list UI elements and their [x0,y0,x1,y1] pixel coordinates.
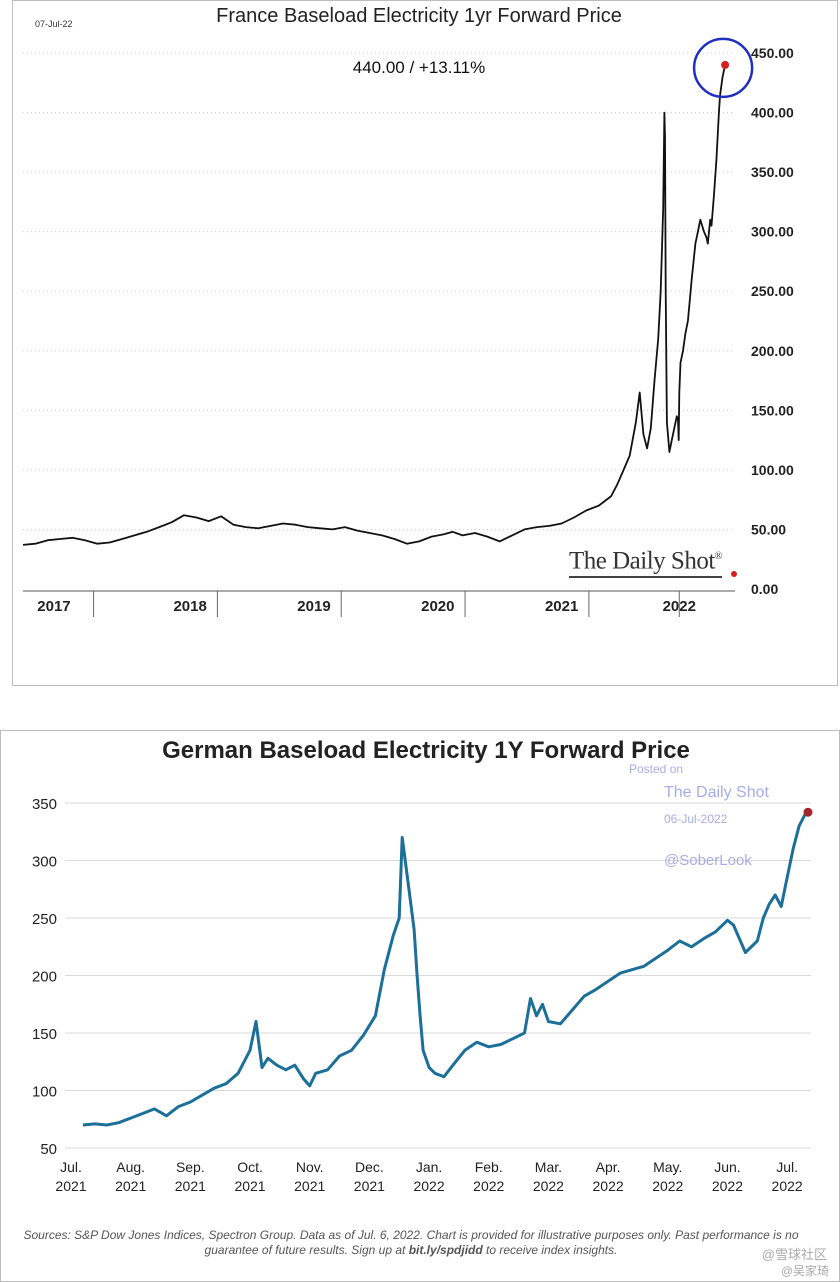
y-tick-label: 350.00 [751,164,794,180]
x-tick-month: Jul. [776,1159,798,1175]
sources-link[interactable]: bit.ly/spdjidd [408,1243,483,1257]
brand-registered-mark: ® [714,551,723,562]
last-value-dot [721,60,730,69]
brand-red-dot [731,571,737,577]
x-tick-year: 2022 [473,1178,504,1194]
x-tick-year: 2021 [55,1178,86,1194]
y-tick-label: 0.00 [751,581,778,597]
sources-note: Sources: S&P Dow Jones Indices, Spectron… [21,1228,801,1258]
y-tick-label: 300.00 [751,224,794,240]
x-tick-month: Feb. [475,1159,503,1175]
x-tick-year: 2021 [294,1178,325,1194]
watermark-handle: @SoberLook [664,852,752,869]
last-value-dot [803,807,813,817]
x-tick-year: 2021 [234,1178,265,1194]
x-tick-year: 2022 [593,1178,624,1194]
x-tick-month: Aug. [116,1159,145,1175]
x-year-label: 2022 [663,598,696,615]
y-tick-label: 200.00 [751,343,794,359]
x-tick-month: May. [653,1159,682,1175]
german-price-line [82,811,809,1127]
france-chart-panel: 0.00 50.00 100.00 150.00 200.00 250.00 300.00 3… [12,0,838,686]
watermark-date: 06-Jul-2022 [664,812,728,826]
chart-title: German Baseload Electricity 1Y Forward P… [162,737,690,764]
corner-watermark-user: @吴家琦 [780,1264,829,1278]
y-tick-label: 100.00 [751,462,794,478]
x-tick-month: Apr. [596,1159,621,1175]
corner-watermark: @雪球社区 [761,1247,827,1262]
x-tick-month: Nov. [296,1159,324,1175]
x-tick-year: 2021 [354,1178,385,1194]
y-tick-label: 200 [32,969,57,986]
sources-tail: to receive index insights. [486,1243,618,1257]
german-chart-svg: 50 100 150 200 250 300 350 Jul. 2021 Aug. 2021 Sep.… [32,796,813,1194]
x-tick-year: 2022 [413,1178,444,1194]
y-tick-label: 300 [32,854,57,871]
german-chart-panel: 50 100 150 200 250 300 350 Jul. 2021 Aug. 2021 Sep.… [0,730,840,1282]
x-tick-month: Dec. [355,1159,384,1175]
y-tick-label: 250.00 [751,283,794,299]
y-tick-label: 450.00 [751,45,794,61]
x-tick-month: Mar. [535,1159,562,1175]
x-year-label: 2018 [173,598,206,615]
x-tick-month: Oct. [237,1159,263,1175]
price-readout: 440.00 / +13.11% [352,58,486,77]
y-tick-label: 350 [32,796,57,813]
x-year-label: 2017 [37,598,70,615]
x-tick-month: Jan. [416,1159,442,1175]
highlight-circle [692,37,754,99]
x-tick-year: 2022 [772,1178,803,1194]
x-tick-year: 2022 [533,1178,564,1194]
chart-date-label: 07-Jul-22 [35,19,73,29]
chart-title: France Baseload Electricity 1yr Forward … [216,5,622,27]
france-price-line [22,64,726,546]
watermark-daily-shot: The Daily Shot [664,784,769,801]
x-tick-month: Jul. [60,1159,82,1175]
y-tick-label: 400.00 [751,105,794,121]
y-tick-label: 150.00 [751,402,794,418]
sources-text: Sources: S&P Dow Jones Indices, Spectron… [23,1228,799,1257]
x-year-label: 2021 [545,598,578,615]
x-tick-month: Jun. [714,1159,740,1175]
y-tick-label: 50.00 [751,521,786,537]
y-tick-label: 250 [32,911,57,928]
y-tick-label: 150 [32,1026,57,1043]
x-tick-month: Sep. [176,1159,205,1175]
y-tick-label: 50 [40,1141,57,1158]
x-year-label: 2020 [421,598,454,615]
y-tick-label: 100 [32,1084,57,1101]
x-tick-year: 2021 [115,1178,146,1194]
x-tick-year: 2021 [175,1178,206,1194]
x-year-label: 2019 [297,598,330,615]
france-chart-svg: 0.00 50.00 100.00 150.00 200.00 250.00 300.00 3… [22,37,794,617]
brand-logo: The Daily Shot® [569,542,723,579]
brand-text: The Daily Shot [569,547,715,575]
x-tick-year: 2022 [652,1178,683,1194]
watermark-posted-on: Posted on [629,762,684,776]
x-tick-year: 2022 [712,1178,743,1194]
